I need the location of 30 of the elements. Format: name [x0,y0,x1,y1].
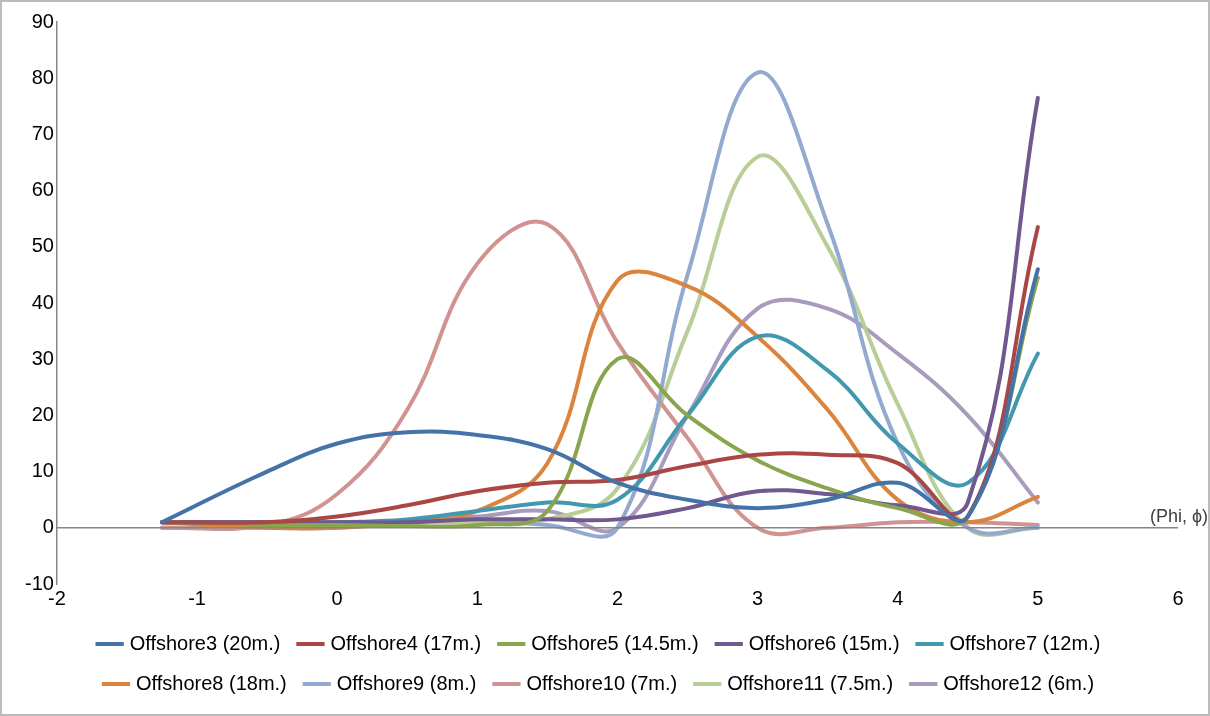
y-tick-label: 70 [31,121,54,144]
legend-label: Offshore10 (7m.) [526,671,678,694]
legend-label: Offshore4 (17m.) [330,631,482,654]
y-tick-label: 90 [31,9,54,32]
x-tick-label: 0 [331,586,343,609]
x-tick-label: -1 [188,586,206,609]
y-tick-label: 0 [42,515,54,538]
y-tick-label: 10 [31,459,54,482]
legend-label: Offshore12 (6m.) [943,671,1095,694]
x-tick-label: 6 [1172,586,1184,609]
x-tick-label: 5 [1032,586,1044,609]
legend-label: Offshore6 (15m.) [748,631,900,654]
legend-label: Offshore9 (8m.) [336,671,477,694]
legend-label: Offshore7 (12m.) [949,631,1101,654]
y-tick-label: -10 [25,571,54,594]
y-tick-label: 80 [31,65,54,88]
y-tick-label: 30 [31,346,54,369]
y-tick-label: 20 [31,402,54,425]
legend-label: Offshore8 (18m.) [135,671,287,694]
legend-label: Offshore3 (20m.) [129,631,281,654]
y-tick-label: 50 [31,234,54,257]
x-tick-label: 4 [892,586,904,609]
x-tick-label: 3 [752,586,764,609]
legend-label: Offshore5 (14.5m.) [531,631,699,654]
y-tick-label: 40 [31,290,54,313]
x-tick-label: 2 [611,586,624,609]
x-tick-label: 1 [471,586,483,609]
y-tick-label: 60 [31,178,54,201]
legend-label: Offshore11 (7.5m.) [727,671,894,694]
x-axis-title: (Phi, ϕ) [1149,505,1208,526]
